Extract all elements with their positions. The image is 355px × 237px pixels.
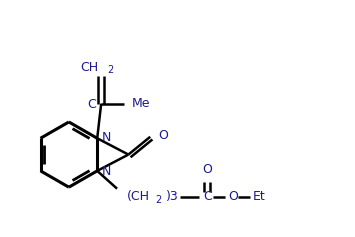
Text: )3: )3	[166, 190, 179, 203]
Text: (CH: (CH	[127, 190, 150, 203]
Text: CH: CH	[80, 61, 98, 74]
Text: Et: Et	[252, 190, 265, 203]
Text: C: C	[87, 98, 96, 111]
Text: 2: 2	[107, 65, 113, 75]
Text: N: N	[102, 165, 111, 178]
Text: O: O	[228, 190, 238, 203]
Text: 2: 2	[155, 195, 162, 205]
Text: O: O	[202, 163, 212, 176]
Text: C: C	[203, 190, 212, 203]
Text: O: O	[158, 129, 168, 142]
Text: N: N	[102, 131, 111, 144]
Text: Me: Me	[132, 97, 151, 110]
